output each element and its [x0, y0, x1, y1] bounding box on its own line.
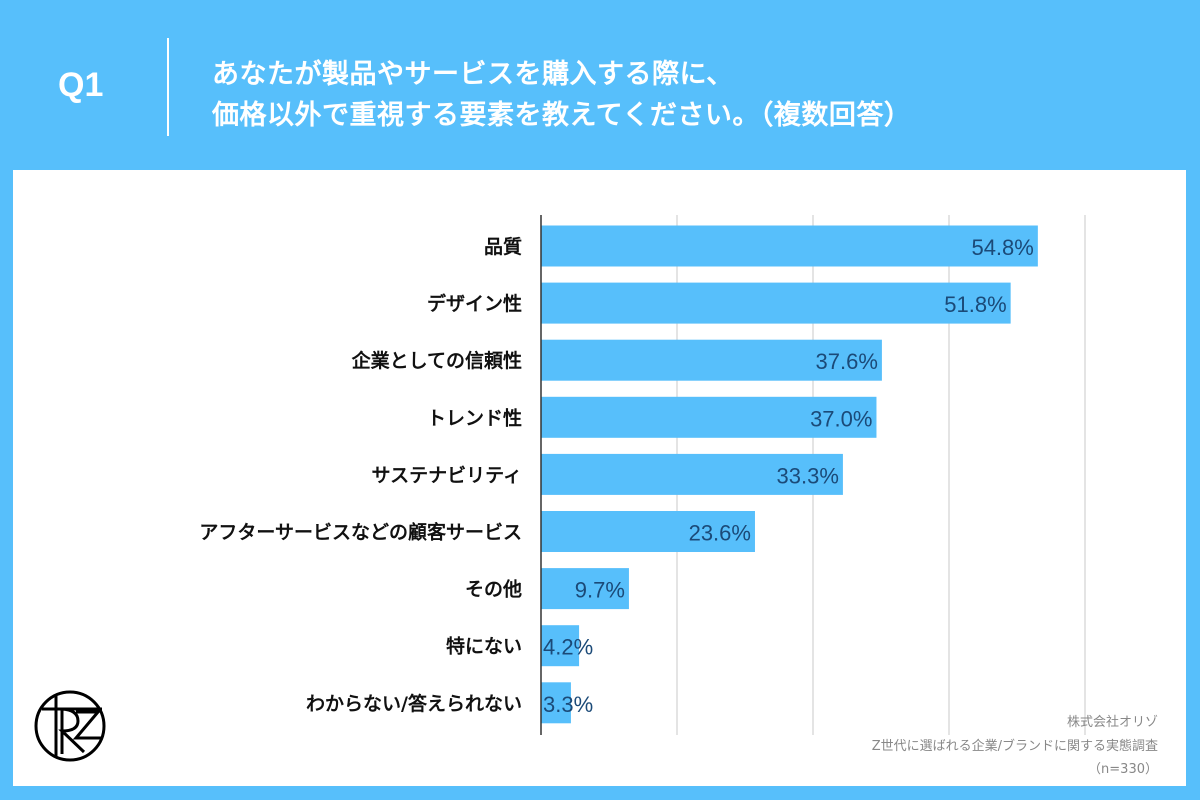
footer-sample: （n=330）	[1088, 762, 1158, 777]
category-label: 品質	[484, 235, 522, 258]
bar	[541, 282, 1011, 324]
value-label: 4.2%	[543, 635, 593, 660]
value-label: 37.0%	[810, 406, 872, 431]
footer-company: 株式会社オリゾ	[1066, 715, 1158, 730]
category-label: 特にない	[446, 636, 522, 658]
value-label: 3.3%	[543, 692, 593, 717]
company-logo	[34, 690, 106, 762]
bar	[541, 339, 882, 381]
category-label: トレンド性	[427, 406, 522, 429]
value-label: 54.8%	[971, 235, 1033, 260]
category-label: 企業としての信頼性	[351, 349, 522, 372]
bar	[541, 511, 755, 552]
bar	[541, 568, 629, 610]
value-label: 51.8%	[944, 292, 1006, 317]
bar	[541, 682, 571, 724]
question-number: Q1	[58, 66, 104, 104]
category-label: サステナビリティ	[372, 464, 522, 486]
bar	[541, 396, 877, 438]
value-label: 9.7%	[575, 578, 625, 603]
category-label: わからない/答えられない	[306, 692, 522, 715]
title-line-1: あなたが製品やサービスを購入する際に、	[212, 59, 734, 90]
title-line-2: 価格以外で重視する要素を教えてください。（複数回答）	[212, 100, 912, 131]
bar	[541, 453, 843, 495]
category-label: アフターサービスなどの顧客サービス	[199, 521, 522, 544]
category-label: その他	[465, 578, 522, 601]
bar	[541, 225, 1038, 267]
bar	[541, 625, 580, 667]
value-label: 23.6%	[689, 521, 751, 546]
category-label: デザイン性	[427, 292, 522, 315]
header-divider	[167, 38, 169, 136]
value-label: 33.3%	[777, 463, 839, 488]
value-label: 37.6%	[816, 349, 878, 374]
footer-survey: Z世代に選ばれる企業/ブランドに関する実態調査	[871, 739, 1158, 754]
